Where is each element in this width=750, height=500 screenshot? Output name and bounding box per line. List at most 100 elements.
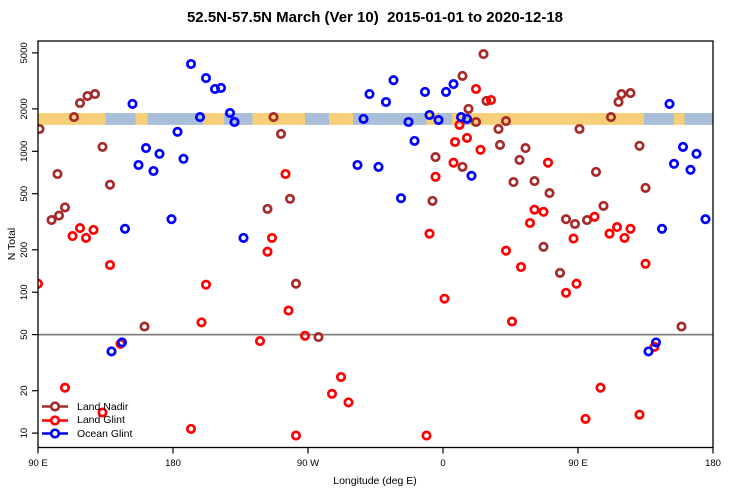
legend-item-land-glint: Land Glint xyxy=(42,414,132,428)
latitude-band-segment-ocean xyxy=(353,113,427,125)
y-tick-label: 20 xyxy=(19,385,30,396)
point-land-glint xyxy=(196,317,207,328)
point-land-glint xyxy=(335,371,347,383)
point-land-nadir xyxy=(104,179,116,190)
point-land-glint xyxy=(448,157,459,168)
point-ocean-glint xyxy=(668,158,680,169)
point-ocean-glint xyxy=(119,223,131,234)
latitude-band-segment-ocean xyxy=(644,113,674,125)
point-land-glint xyxy=(580,413,591,424)
point-ocean-glint xyxy=(127,98,138,109)
latitude-band-segment-ocean xyxy=(305,113,329,125)
point-land-glint xyxy=(560,287,572,298)
point-land-glint xyxy=(515,261,527,273)
point-ocean-glint xyxy=(154,148,165,159)
point-land-glint xyxy=(254,336,266,347)
legend-label-ocean-glint: Ocean Glint xyxy=(77,427,133,440)
point-land-glint xyxy=(439,293,450,304)
y-tick-label: 50 xyxy=(19,329,30,340)
point-ocean-glint xyxy=(178,153,189,164)
point-land-nadir xyxy=(634,140,645,151)
point-land-glint xyxy=(283,305,294,316)
point-land-nadir xyxy=(616,89,627,100)
point-land-nadir xyxy=(74,98,86,109)
point-land-nadir xyxy=(427,195,438,206)
x-tick-label: 180 xyxy=(165,458,181,469)
point-ocean-glint xyxy=(133,159,144,171)
latitude-band-segment-land xyxy=(252,113,305,125)
latitude-band-segment-land xyxy=(329,113,353,125)
point-land-glint xyxy=(500,245,512,256)
point-ocean-glint xyxy=(461,113,473,124)
point-ocean-glint xyxy=(172,126,183,137)
latitude-band-segment-land xyxy=(203,113,224,125)
point-land-nadir xyxy=(313,332,324,343)
latitude-band-segment-ocean xyxy=(105,113,136,125)
latitude-band-segment-ocean xyxy=(437,113,452,125)
x-axis-title: Longitude (deg E) xyxy=(333,475,417,487)
point-ocean-glint xyxy=(677,141,689,152)
latitude-band-segment-land xyxy=(468,113,644,125)
point-land-glint xyxy=(299,330,311,341)
point-land-glint xyxy=(568,233,579,244)
point-land-nadir xyxy=(290,278,302,289)
point-ocean-glint xyxy=(388,75,399,86)
point-land-glint xyxy=(524,217,536,229)
point-ocean-glint xyxy=(466,170,477,181)
point-land-nadir xyxy=(481,95,492,106)
point-ocean-glint xyxy=(380,96,392,108)
point-ocean-glint xyxy=(166,214,177,225)
point-land-nadir xyxy=(68,112,80,123)
point-land-nadir xyxy=(554,267,566,278)
point-land-glint xyxy=(475,144,486,155)
point-land-nadir xyxy=(538,241,549,252)
point-land-glint xyxy=(88,224,99,235)
point-land-glint xyxy=(619,232,630,243)
point-land-nadir xyxy=(139,321,150,332)
point-ocean-glint xyxy=(424,109,435,121)
point-ocean-glint xyxy=(448,79,459,90)
point-land-nadir xyxy=(38,123,45,135)
chart-title: 52.5N-57.5N March (Ver 10) 2015-01-01 to… xyxy=(186,9,564,26)
point-land-nadir xyxy=(544,188,555,199)
point-land-nadir xyxy=(82,90,93,102)
point-ocean-glint xyxy=(200,73,212,84)
latitude-band-segment-ocean xyxy=(684,113,713,125)
legend-marker-land-nadir-icon xyxy=(42,401,68,412)
legend-marker-ocean-glint-icon xyxy=(42,428,68,440)
point-land-nadir xyxy=(500,116,512,127)
point-land-nadir xyxy=(508,177,519,188)
point-ocean-glint xyxy=(419,86,431,97)
y-tick-label: 10 xyxy=(19,428,30,439)
point-land-nadir xyxy=(275,128,287,139)
point-land-glint xyxy=(38,278,44,289)
point-land-nadir xyxy=(463,103,474,114)
point-land-nadir xyxy=(574,123,585,135)
point-land-glint xyxy=(266,232,278,243)
point-land-nadir xyxy=(529,176,540,187)
point-land-nadir xyxy=(53,210,65,221)
point-ocean-glint xyxy=(409,135,420,146)
point-land-nadir xyxy=(514,154,525,165)
point-ocean-glint xyxy=(352,159,363,171)
point-land-glint xyxy=(67,231,78,242)
point-land-nadir xyxy=(457,161,468,172)
point-land-nadir xyxy=(97,141,108,152)
point-ocean-glint xyxy=(440,86,452,97)
point-land-glint xyxy=(290,430,302,441)
x-tick-label: 0 xyxy=(440,458,445,469)
latitude-band-segment-land xyxy=(674,113,685,125)
point-land-glint xyxy=(454,119,465,130)
point-land-glint xyxy=(529,204,540,215)
point-ocean-glint xyxy=(194,112,206,123)
point-land-glint xyxy=(343,397,354,408)
point-ocean-glint xyxy=(185,58,197,70)
point-land-glint xyxy=(326,388,338,399)
point-ocean-glint xyxy=(656,223,668,234)
point-ocean-glint xyxy=(106,346,117,357)
point-ocean-glint xyxy=(403,116,414,128)
x-tick-label: 90 W xyxy=(297,458,319,469)
x-tick-label: 90 E xyxy=(28,458,48,469)
